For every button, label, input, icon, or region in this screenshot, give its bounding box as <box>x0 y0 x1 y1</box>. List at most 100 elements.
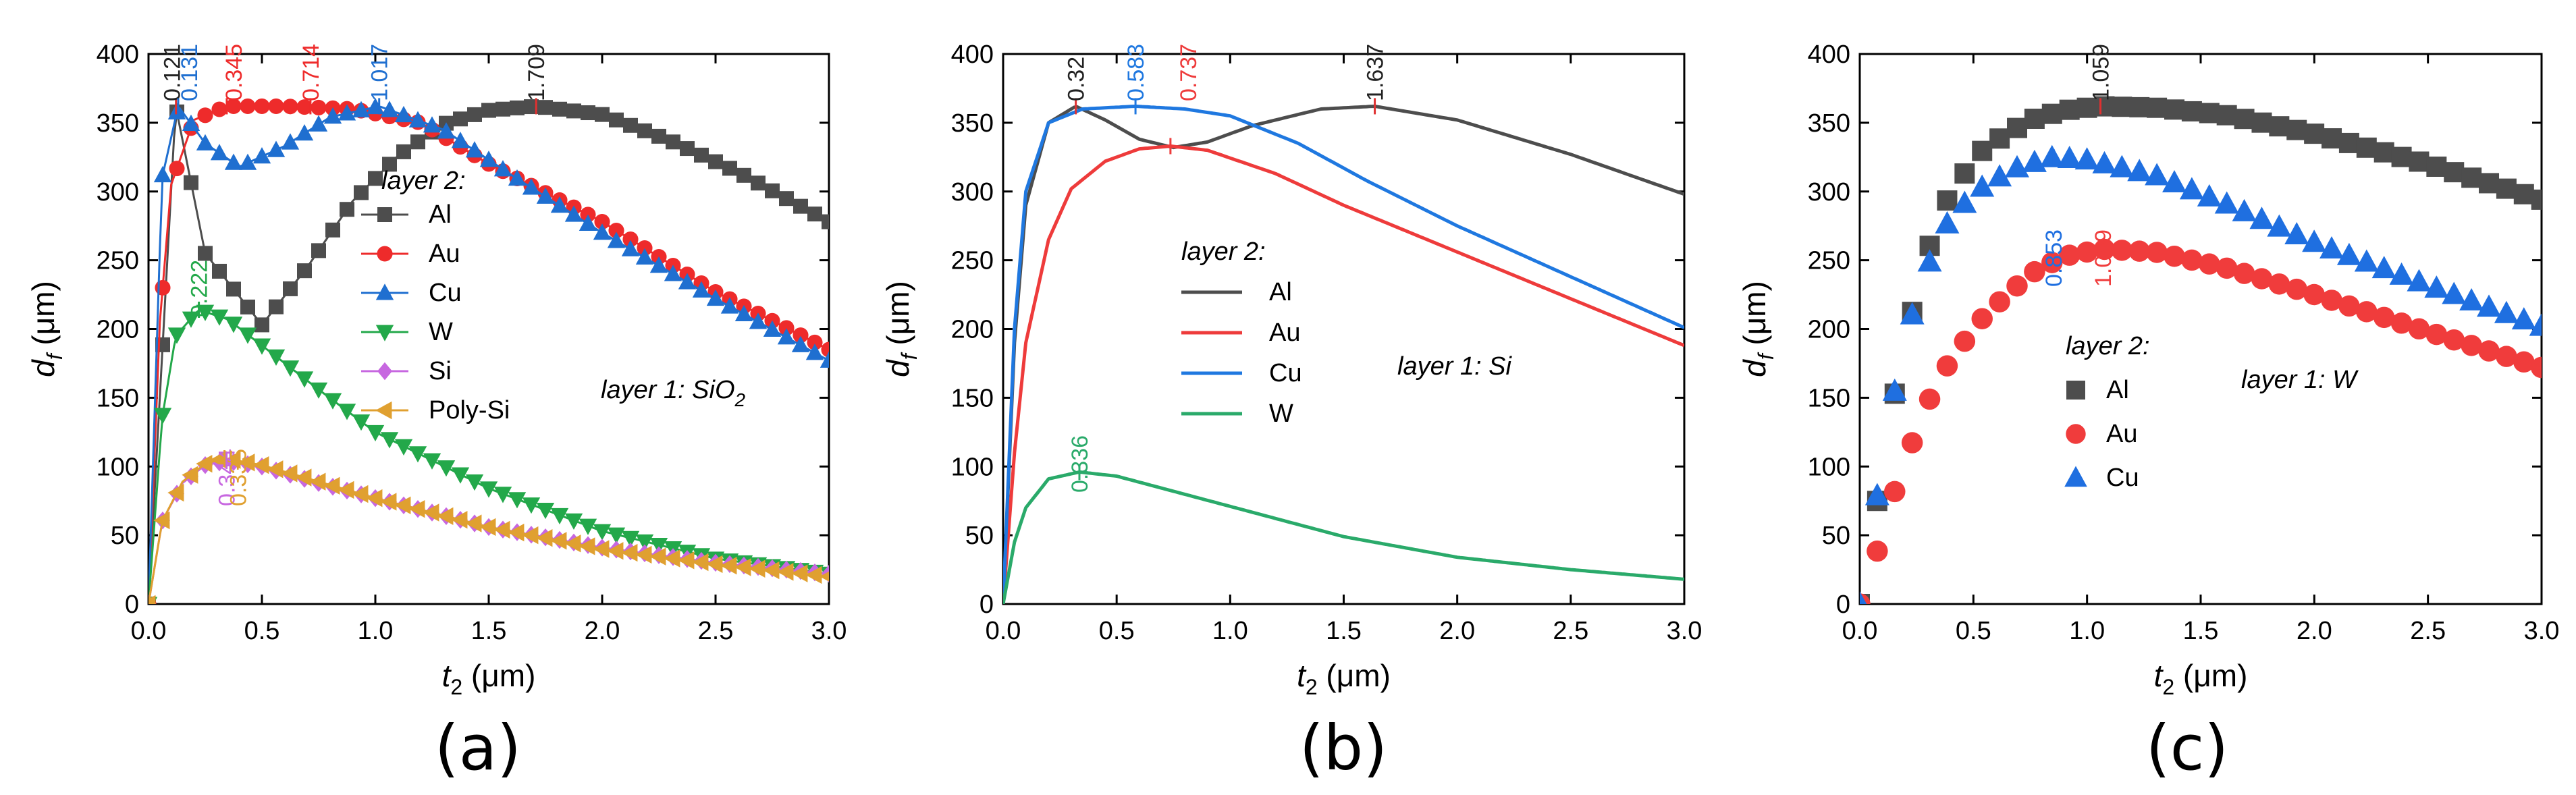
y-axis-title-unit: (μm) <box>26 281 61 354</box>
y-tick-label: 400 <box>97 40 139 69</box>
series-w-point <box>210 309 229 326</box>
x-tick-label: 1.5 <box>2183 617 2219 645</box>
series-poly-si-point <box>791 564 808 582</box>
series-al-point <box>1937 190 1958 211</box>
series-au-point <box>2356 301 2378 323</box>
plot-area <box>1860 96 2542 604</box>
series-cu-point <box>338 104 356 121</box>
series-cu-point <box>238 153 257 170</box>
y-tick-label: 100 <box>1808 453 1850 481</box>
series-au-point <box>2199 253 2220 275</box>
layer1-annotation: layer 1: Si <box>1397 352 1513 381</box>
x-tick-label: 0.5 <box>244 617 280 645</box>
x-tick-label: 0.0 <box>986 617 1021 645</box>
series-cu-point <box>380 101 399 117</box>
y-tick-label: 150 <box>951 384 994 412</box>
series-al-point <box>410 134 425 150</box>
series-poly-si-point <box>380 493 397 511</box>
series-al-point <box>2251 112 2272 133</box>
legend-label: W <box>1269 400 1293 428</box>
series-au-point <box>2006 275 2028 297</box>
layer1-annotation: layer 1: SiO2 <box>601 376 746 410</box>
series-al-point <box>2199 103 2220 124</box>
x-tick-label: 1.5 <box>1326 617 1362 645</box>
peak-label: 0.714 <box>298 44 324 101</box>
legend-item-au: Au <box>2066 420 2137 448</box>
series-au-point <box>821 341 829 358</box>
series-cu-point <box>479 150 498 167</box>
x-axis-title: t2 (μm) <box>1297 658 1391 699</box>
series-al <box>1860 96 2542 604</box>
series-al-point <box>311 243 326 258</box>
series-poly-si-point <box>323 476 340 495</box>
y-tick-label: 150 <box>97 384 139 412</box>
series-cu-point <box>1900 302 1925 325</box>
series-au-point <box>1971 308 1993 329</box>
series-poly-si-point <box>635 545 652 564</box>
series-au-point <box>1867 540 1888 562</box>
series-cu-point <box>281 133 300 150</box>
series-au-point <box>2233 263 2255 284</box>
series-al-point <box>751 175 766 191</box>
peak-label: 0.345 <box>221 44 247 101</box>
series-al-point <box>2513 184 2534 204</box>
y-tick-label: 150 <box>1808 384 1850 412</box>
series-cu-point <box>309 115 328 132</box>
series-cu <box>1003 105 1684 604</box>
peak-label: 0.344 <box>215 449 240 506</box>
series-cu-point <box>394 105 413 123</box>
series-poly-si-point <box>649 547 666 566</box>
legend-title: layer 2: <box>2066 332 2150 360</box>
y-axis-title: df (μm) <box>26 281 67 377</box>
series-al-point <box>595 107 610 122</box>
legend-label: Cu <box>1269 359 1302 387</box>
legend-title: layer 2: <box>1181 238 1266 266</box>
series-cu-point <box>493 160 512 177</box>
series-cu-point <box>536 187 555 204</box>
series-au-point <box>282 99 298 115</box>
series-poly-si-point <box>267 460 284 478</box>
panel-label: (b) <box>1299 712 1387 784</box>
series-w-point <box>621 530 640 547</box>
y-tick-label: 350 <box>97 109 139 138</box>
series-al-point <box>680 141 695 157</box>
peak-label: 1.017 <box>367 44 393 101</box>
legend-marker <box>375 325 394 341</box>
series-cu-point <box>408 111 427 128</box>
series-al-point <box>807 207 822 222</box>
series-cu-point <box>2267 214 2292 237</box>
series-al-point <box>2356 137 2377 158</box>
series-cu-point <box>2302 229 2327 252</box>
series-cu-point <box>1952 190 1977 213</box>
x-tick-label: 2.0 <box>1439 617 1475 645</box>
series-poly-si-point <box>366 489 383 508</box>
layer1-annotation: layer 1: W <box>2241 366 2359 394</box>
series-cu-point <box>224 153 243 170</box>
x-axis-title-unit: (μm) <box>1318 658 1391 693</box>
series-cu-point <box>2529 313 2542 336</box>
series-w-point <box>408 446 427 463</box>
series-al-point <box>340 202 354 217</box>
series-poly-si-point <box>281 464 298 483</box>
peak-label: 0.222 <box>187 260 213 317</box>
series-au-point <box>2530 356 2542 379</box>
series-cu-point <box>2511 307 2536 330</box>
legend: layer 2: Al Au Cu <box>2064 332 2150 492</box>
legend-marker <box>375 283 394 300</box>
series-au-point <box>1918 388 1941 410</box>
x-tick-label: 1.0 <box>2069 617 2105 645</box>
panel-label: (c) <box>2146 712 2228 784</box>
x-axis-title-var: t <box>1297 658 1307 693</box>
legend-label: Al <box>2106 376 2129 404</box>
series-au-point <box>2461 335 2482 356</box>
series-poly-si-point <box>579 537 595 555</box>
series-cu-point <box>1935 211 1960 234</box>
legend-label: Au <box>2106 420 2137 448</box>
series-al-point <box>2024 108 2045 129</box>
series-poly-si-point <box>706 555 723 574</box>
series-au-point <box>807 334 823 350</box>
series-au-point <box>2390 312 2413 334</box>
series-cu <box>149 97 829 604</box>
series-au-point <box>2093 238 2116 261</box>
